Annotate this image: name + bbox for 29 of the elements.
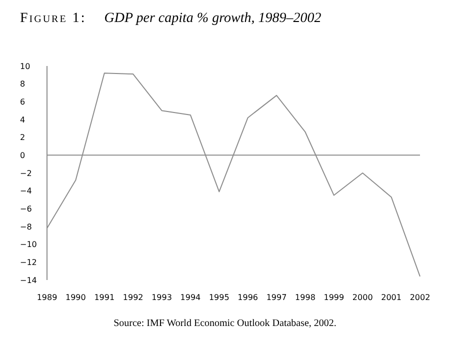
y-tick-label: −10 bbox=[20, 240, 37, 250]
x-tick-label: 2000 bbox=[352, 293, 373, 302]
y-tick-label: 8 bbox=[20, 80, 26, 89]
x-tick-label: 2001 bbox=[381, 293, 402, 302]
y-tick-label: 2 bbox=[20, 133, 26, 142]
chart-title: Figure 1: GDP per capita % growth, 1989–2002 bbox=[20, 11, 322, 26]
y-tick-label: −4 bbox=[20, 186, 32, 196]
y-tick-label: 10 bbox=[20, 62, 30, 71]
y-tick-label: −2 bbox=[20, 168, 32, 178]
y-tick-label: −8 bbox=[20, 222, 32, 232]
x-tick-label: 1995 bbox=[208, 293, 230, 302]
y-tick-label: −14 bbox=[20, 276, 37, 285]
x-tick-label: 1997 bbox=[266, 293, 287, 302]
source-note: Source: IMF World Economic Outlook Database, 2002. bbox=[114, 318, 336, 329]
x-tick-label: 1999 bbox=[324, 293, 344, 302]
x-tick-label: 2002 bbox=[410, 293, 430, 302]
y-tick-label: 0 bbox=[20, 150, 26, 160]
x-tick-label: 1998 bbox=[295, 293, 316, 302]
x-tick-label: 1990 bbox=[66, 293, 86, 302]
y-tick-label: −12 bbox=[20, 258, 37, 267]
y-tick-label: −6 bbox=[20, 204, 32, 214]
x-tick-label: 1991 bbox=[94, 293, 115, 302]
y-tick-label: 4 bbox=[20, 115, 26, 124]
x-tick-label: 1992 bbox=[122, 293, 144, 302]
x-tick-label: 1993 bbox=[152, 293, 172, 302]
x-tick-label: 1996 bbox=[238, 293, 258, 302]
x-tick-label: 1989 bbox=[36, 293, 58, 302]
x-tick-label: 1994 bbox=[180, 293, 201, 302]
y-tick-label: 6 bbox=[20, 97, 26, 106]
